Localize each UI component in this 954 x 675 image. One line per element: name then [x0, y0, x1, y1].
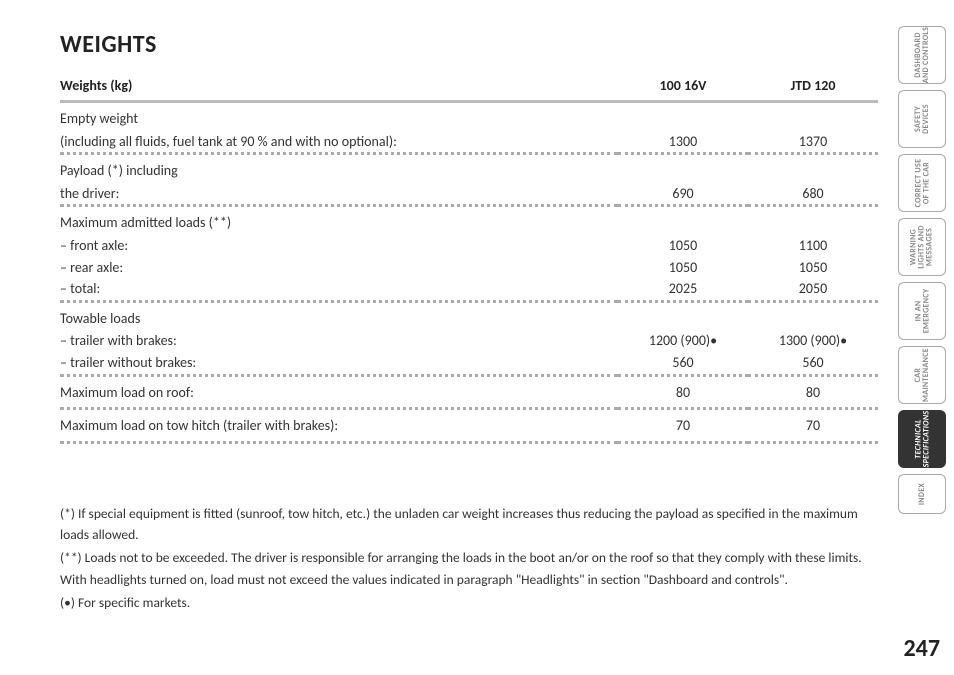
row-value-1	[618, 154, 748, 183]
row-value-1: 690	[618, 183, 748, 206]
tab-label: TECHNICALSPECIFICATIONS	[914, 411, 930, 468]
table-row: – total: 2025 2050	[60, 278, 878, 301]
table-header-row: Weights (kg) 100 16V JTD 120	[60, 73, 878, 102]
tab-label: IN ANEMERGENCY	[914, 289, 930, 334]
table-row: Maximum admitted loads (**)	[60, 206, 878, 235]
row-label: Towable loads	[60, 301, 618, 330]
row-label: – rear axle:	[60, 257, 618, 279]
row-value-1: 70	[618, 409, 748, 443]
row-value-2: 1300 (900)•	[748, 330, 878, 352]
row-value-1	[618, 206, 748, 235]
table-row: the driver: 690 680	[60, 183, 878, 206]
tab-label: CORRECT USEOF THE CAR	[914, 159, 930, 208]
row-value-2	[748, 102, 878, 131]
table-row: – front axle: 1050 1100	[60, 235, 878, 257]
content-area: WEIGHTS Weights (kg) 100 16V JTD 120 Emp…	[0, 0, 898, 675]
tab-label: CARMAINTENANCE	[914, 348, 930, 402]
tab-label: INDEX	[918, 483, 926, 505]
row-value-2: 70	[748, 409, 878, 443]
header-col-1: 100 16V	[618, 73, 748, 102]
section-tab[interactable]: SAFETYDEVICES	[898, 90, 946, 148]
row-value-2: 80	[748, 375, 878, 409]
section-tab[interactable]: INDEX	[898, 474, 946, 514]
row-value-1	[618, 301, 748, 330]
footnotes: (*) If special equipment is fitted (sunr…	[60, 504, 878, 615]
row-value-2: 1370	[748, 131, 878, 154]
row-value-2	[748, 154, 878, 183]
row-value-2: 680	[748, 183, 878, 206]
row-value-1: 560	[618, 352, 748, 375]
row-label: Maximum load on roof:	[60, 375, 618, 409]
table-row: (including all fluids, fuel tank at 90 %…	[60, 131, 878, 154]
table-row: – trailer without brakes: 560 560	[60, 352, 878, 375]
tab-label: WARNINGLIGHTS ANDMESSAGES	[910, 225, 934, 268]
row-label: Maximum load on tow hitch (trailer with …	[60, 409, 618, 443]
row-value-2: 1050	[748, 257, 878, 279]
row-label: – trailer with brakes:	[60, 330, 618, 352]
footnote: (•) For specific markets.	[60, 593, 878, 614]
row-value-1: 2025	[618, 278, 748, 301]
row-label: the driver:	[60, 183, 618, 206]
section-tab[interactable]: WARNINGLIGHTS ANDMESSAGES	[898, 218, 946, 276]
tab-label: DASHBOARDAND CONTROLS	[914, 27, 930, 83]
row-label: Empty weight	[60, 102, 618, 131]
row-label: Maximum admitted loads (**)	[60, 206, 618, 235]
row-label: Payload (*) including	[60, 154, 618, 183]
row-label: – front axle:	[60, 235, 618, 257]
row-value-1: 1050	[618, 235, 748, 257]
header-col-2: JTD 120	[748, 73, 878, 102]
row-label: – trailer without brakes:	[60, 352, 618, 375]
row-value-2: 2050	[748, 278, 878, 301]
row-label: (including all fluids, fuel tank at 90 %…	[60, 131, 618, 154]
table-row: – rear axle: 1050 1050	[60, 257, 878, 279]
tab-label: SAFETYDEVICES	[914, 104, 930, 134]
section-tab[interactable]: TECHNICALSPECIFICATIONS	[898, 410, 946, 468]
footnote: With headlights turned on, load must not…	[60, 570, 878, 591]
table-row: Towable loads	[60, 301, 878, 330]
table-row: Payload (*) including	[60, 154, 878, 183]
row-label: – total:	[60, 278, 618, 301]
page-number: 247	[904, 634, 941, 663]
footnote: (**) Loads not to be exceeded. The drive…	[60, 548, 878, 569]
weights-table: Weights (kg) 100 16V JTD 120 Empty weigh…	[60, 73, 878, 444]
table-row: Maximum load on roof: 80 80	[60, 375, 878, 409]
section-tab[interactable]: CORRECT USEOF THE CAR	[898, 154, 946, 212]
row-value-2	[748, 301, 878, 330]
row-value-1: 1050	[618, 257, 748, 279]
table-row: Empty weight	[60, 102, 878, 131]
row-value-1: 1200 (900)•	[618, 330, 748, 352]
row-value-1: 80	[618, 375, 748, 409]
table-body: Empty weight (including all fluids, fuel…	[60, 102, 878, 443]
footnote: (*) If special equipment is fitted (sunr…	[60, 504, 878, 546]
row-value-2	[748, 206, 878, 235]
section-tab[interactable]: CARMAINTENANCE	[898, 346, 946, 404]
header-label: Weights (kg)	[60, 73, 618, 102]
section-tab[interactable]: IN ANEMERGENCY	[898, 282, 946, 340]
table-row: – trailer with brakes: 1200 (900)• 1300 …	[60, 330, 878, 352]
table-row: Maximum load on tow hitch (trailer with …	[60, 409, 878, 443]
row-value-1	[618, 102, 748, 131]
row-value-2: 560	[748, 352, 878, 375]
page-heading: WEIGHTS	[60, 30, 878, 59]
row-value-1: 1300	[618, 131, 748, 154]
row-value-2: 1100	[748, 235, 878, 257]
section-tab[interactable]: DASHBOARDAND CONTROLS	[898, 26, 946, 84]
side-tabs: DASHBOARDAND CONTROLS SAFETYDEVICES CORREC…	[898, 0, 954, 675]
